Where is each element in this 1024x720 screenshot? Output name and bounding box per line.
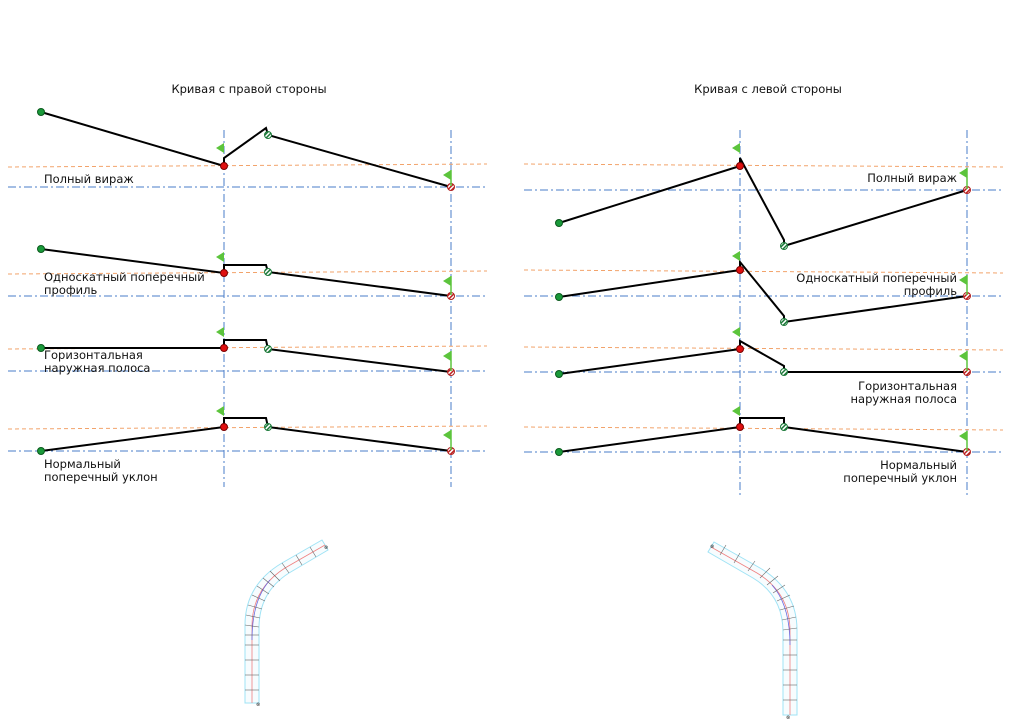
right-row-normal-crown: Нормальный поперечный уклон (523, 406, 1004, 485)
profile-line (558, 339, 967, 375)
left-row-single-slope: Односкатный поперечный профиль (7, 245, 488, 300)
flag-icon (216, 143, 224, 153)
profile-line (40, 111, 452, 188)
row-label: поперечный уклон (843, 471, 957, 485)
left-panel-title: Кривая с правой стороны (171, 82, 326, 96)
break-point (264, 131, 272, 139)
start-point (555, 293, 563, 301)
break-point (264, 268, 272, 276)
start-point (555, 219, 563, 227)
profile-line (558, 157, 968, 248)
row-label: поперечный уклон (44, 470, 158, 484)
station-marker: ⊗ (324, 545, 328, 551)
row-label: Полный вираж (44, 172, 134, 186)
flag-icon (959, 431, 967, 441)
row-label: Нормальный (880, 458, 957, 472)
start-point (37, 245, 45, 253)
flag-icon (959, 275, 967, 285)
row-label: Горизонтальная (44, 348, 143, 362)
row-label: наружная полоса (851, 392, 957, 406)
left-panel: Кривая с правой стороны Полный вираж (7, 82, 488, 487)
break-point (780, 242, 788, 250)
pivot-point (736, 266, 744, 274)
pivot-point (736, 345, 744, 353)
right-row-single-slope: Односкатный поперечный профиль (523, 251, 1004, 326)
break-point (780, 318, 788, 326)
road-plan-left-curve: ⊗ ⊗ (707, 541, 798, 720)
flag-icon (216, 406, 224, 416)
design-line (7, 163, 488, 168)
left-row-normal-crown: Нормальный поперечный уклон (7, 406, 488, 484)
profile-line (41, 339, 452, 373)
flag-icon (443, 430, 451, 440)
start-point (555, 370, 563, 378)
flag-icon (732, 327, 740, 337)
flag-icon (732, 143, 740, 153)
pivot-point (220, 344, 228, 352)
row-label: Односкатный поперечный (796, 271, 957, 285)
start-point (37, 447, 45, 455)
row-label: Полный вираж (867, 171, 957, 185)
row-label: профиль (44, 283, 98, 297)
row-label: Нормальный (44, 457, 121, 471)
design-line (523, 269, 1004, 274)
flag-icon (959, 168, 967, 178)
break-point (264, 345, 272, 353)
pivot-point (220, 162, 228, 170)
right-row-full-superelevation: Полный вираж (523, 143, 1004, 250)
design-line (523, 346, 1004, 351)
row-label: профиль (904, 284, 958, 298)
right-panel: Кривая с левой стороны Полный вираж (523, 82, 1004, 495)
design-line (7, 425, 488, 430)
flag-icon (443, 170, 451, 180)
row-label: Односкатный поперечный (44, 270, 205, 284)
flag-icon (216, 327, 224, 337)
design-line (7, 270, 488, 275)
profile-line (558, 417, 968, 453)
pivot-point (220, 423, 228, 431)
flag-icon (959, 351, 967, 361)
profile-line (558, 259, 968, 324)
break-point (780, 368, 788, 376)
pivot-point (220, 269, 228, 277)
left-row-full-superelevation: Полный вираж (7, 108, 488, 191)
design-line (523, 426, 1004, 431)
station-marker: ⊗ (710, 544, 714, 550)
flag-icon (732, 406, 740, 416)
left-row-horizontal-outer-lane: Горизонтальная наружная полоса (7, 327, 488, 376)
pivot-point (736, 162, 744, 170)
profile-line (40, 248, 452, 297)
flag-icon (732, 251, 740, 261)
road-plan-right-curve: ⊗ ⊗ (244, 539, 329, 708)
row-label: наружная полоса (44, 361, 150, 375)
right-panel-title: Кривая с левой стороны (694, 82, 842, 96)
right-row-horizontal-outer-lane: Горизонтальная наружная полоса (523, 327, 1004, 406)
start-point (555, 448, 563, 456)
break-point (780, 423, 788, 431)
row-label: Горизонтальная (858, 379, 957, 393)
station-marker: ⊗ (256, 702, 260, 708)
pivot-point (736, 423, 744, 431)
design-line (523, 163, 1004, 168)
profile-line (40, 417, 452, 452)
flag-icon (443, 276, 451, 286)
start-point (37, 344, 45, 352)
break-point (264, 423, 272, 431)
flag-icon (216, 252, 224, 262)
station-marker: ⊗ (786, 715, 790, 720)
start-point (37, 108, 45, 116)
flag-icon (443, 351, 451, 361)
